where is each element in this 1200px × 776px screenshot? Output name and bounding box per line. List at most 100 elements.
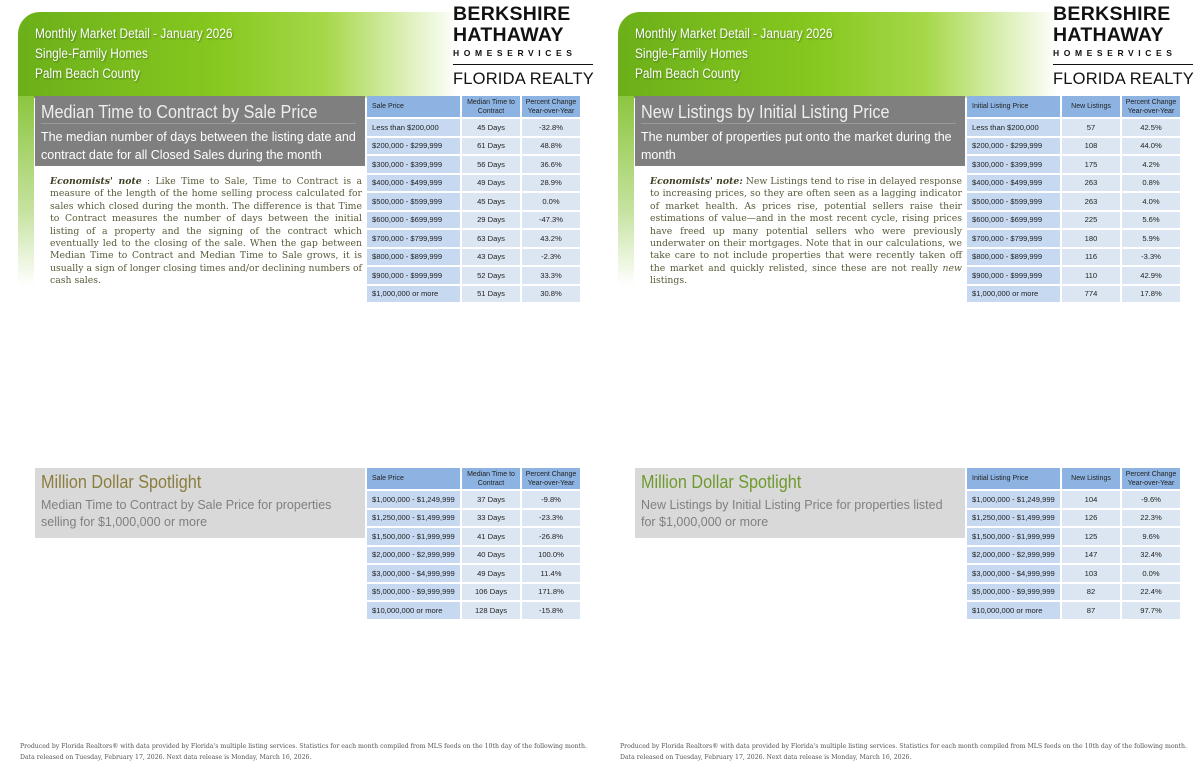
- table-cell: $300,000 - $399,999: [367, 156, 460, 173]
- table-cell: $200,000 - $299,999: [367, 137, 460, 154]
- table-row: $1,250,000 - $1,499,999 126 22.3%: [967, 509, 1180, 526]
- column-header: Median Time to Contract: [462, 96, 520, 117]
- table-cell: 171.8%: [522, 583, 580, 600]
- logo-line: HATHAWAY: [1053, 24, 1164, 46]
- table-row: $1,000,000 - $1,249,999 104 -9.6%: [967, 491, 1180, 508]
- report-title: Monthly Market Detail - January 2026: [35, 26, 233, 41]
- table-cell: $2,000,000 - $2,999,999: [367, 546, 460, 563]
- table-header-row: Sale Price Median Time to Contract Percent…: [367, 96, 580, 117]
- table-cell: $500,000 - $599,999: [367, 193, 460, 210]
- note-lead: Economists' note: [50, 176, 142, 187]
- price-range-table: Sale Price Median Time to Contract Percent…: [365, 94, 582, 304]
- table-cell: 97.7%: [1122, 602, 1180, 619]
- table-cell: 11.4%: [522, 565, 580, 582]
- table-row: $300,000 - $399,999 56 Days 36.6%: [367, 156, 580, 173]
- report-header: Monthly Market Detail - January 2026 Sin…: [635, 24, 832, 84]
- table-cell: 57: [1062, 119, 1120, 136]
- logo-line: FLORIDA REALTY: [1053, 70, 1194, 88]
- logo-line: HATHAWAY: [453, 24, 564, 46]
- column-header: Percent Change Year-over-Year: [1122, 96, 1180, 117]
- table-cell: 43 Days: [462, 248, 520, 265]
- column-header: Initial Listing Price: [967, 468, 1060, 489]
- table-cell: 263: [1062, 193, 1120, 210]
- table-cell: $10,000,000 or more: [967, 602, 1060, 619]
- table-header-row: Initial Listing Price New Listings Percent…: [967, 96, 1180, 117]
- table-cell: $800,000 - $899,999: [367, 248, 460, 265]
- table-row: $900,000 - $999,999 52 Days 33.3%: [367, 267, 580, 284]
- table-cell: 56 Days: [462, 156, 520, 173]
- table-cell: $800,000 - $899,999: [967, 248, 1060, 265]
- logo-line: BERKSHIRE: [453, 3, 571, 25]
- table-cell: 87: [1062, 602, 1120, 619]
- table-cell: 22.4%: [1122, 583, 1180, 600]
- table-row: $800,000 - $899,999 116 -3.3%: [967, 248, 1180, 265]
- table-cell: $400,000 - $499,999: [967, 174, 1060, 191]
- table-cell: 52 Days: [462, 267, 520, 284]
- table-cell: 32.4%: [1122, 546, 1180, 563]
- table-row: $700,000 - $799,999 180 5.9%: [967, 230, 1180, 247]
- section-title: New Listings by Initial Listing Price: [641, 102, 956, 124]
- table-row: $2,000,000 - $2,999,999 147 32.4%: [967, 546, 1180, 563]
- table-cell: 45 Days: [462, 193, 520, 210]
- table-cell: $600,000 - $699,999: [967, 211, 1060, 228]
- table-cell: -9.6%: [1122, 491, 1180, 508]
- table-cell: 108: [1062, 137, 1120, 154]
- column-header: Percent Change Year-over-Year: [522, 96, 580, 117]
- column-header: New Listings: [1062, 468, 1120, 489]
- table-row: $500,000 - $599,999 263 4.0%: [967, 193, 1180, 210]
- table-cell: -47.3%: [522, 211, 580, 228]
- logo-line: HOMESERVICES: [1053, 48, 1177, 58]
- footer-line: Produced by Florida Realtors® with data …: [620, 743, 1187, 750]
- table-cell: 44.0%: [1122, 137, 1180, 154]
- table-cell: 774: [1062, 285, 1120, 302]
- table-cell: $1,250,000 - $1,499,999: [967, 509, 1060, 526]
- table-row: $1,000,000 - $1,249,999 37 Days -9.8%: [367, 491, 580, 508]
- spotlight-bar-chart: [0, 602, 600, 737]
- table-cell: 175: [1062, 156, 1120, 173]
- spotlight-title: Million Dollar Spotlight: [641, 472, 802, 492]
- property-type: Single-Family Homes: [635, 46, 748, 61]
- table-cell: $1,000,000 or more: [967, 285, 1060, 302]
- table-cell: 63 Days: [462, 230, 520, 247]
- table-cell: 0.0%: [1122, 565, 1180, 582]
- table-cell: 49 Days: [462, 174, 520, 191]
- table-cell: $1,250,000 - $1,499,999: [367, 509, 460, 526]
- spotlight-heading: Million Dollar Spotlight New Listings by…: [635, 468, 965, 538]
- table-cell: 147: [1062, 546, 1120, 563]
- table-header-row: Sale Price Median Time to Contract Percent…: [367, 468, 580, 489]
- column-header: Percent Change Year-over-Year: [522, 468, 580, 489]
- table-cell: 40 Days: [462, 546, 520, 563]
- section-subtitle: The median number of days between the li…: [41, 130, 356, 162]
- spotlight-table: Initial Listing Price New Listings Percent…: [965, 466, 1182, 621]
- table-cell: 110: [1062, 267, 1120, 284]
- table-cell: $10,000,000 or more: [367, 602, 460, 619]
- table-row: $1,250,000 - $1,499,999 33 Days -23.3%: [367, 509, 580, 526]
- table-cell: $5,000,000 - $9,999,999: [967, 583, 1060, 600]
- logo-line: BERKSHIRE: [1053, 3, 1171, 25]
- footer-line: Produced by Florida Realtors® with data …: [20, 743, 587, 750]
- table-cell: $700,000 - $799,999: [967, 230, 1060, 247]
- table-cell: 28.9%: [522, 174, 580, 191]
- table-cell: $200,000 - $299,999: [967, 137, 1060, 154]
- table-row: $500,000 - $599,999 45 Days 0.0%: [367, 193, 580, 210]
- section-subtitle: The number of properties put onto the ma…: [641, 130, 952, 162]
- decorative-strip: [618, 96, 634, 286]
- table-cell: $1,000,000 - $1,249,999: [967, 491, 1060, 508]
- table-row: $1,500,000 - $1,999,999 41 Days -26.8%: [367, 528, 580, 545]
- table-cell: 5.9%: [1122, 230, 1180, 247]
- table-row: $5,000,000 - $9,999,999 106 Days 171.8%: [367, 583, 580, 600]
- table-cell: 42.9%: [1122, 267, 1180, 284]
- table-row: $10,000,000 or more 128 Days -15.8%: [367, 602, 580, 619]
- table-cell: 22.3%: [1122, 509, 1180, 526]
- table-cell: 0.8%: [1122, 174, 1180, 191]
- table-cell: 42.5%: [1122, 119, 1180, 136]
- table-cell: 180: [1062, 230, 1120, 247]
- table-cell: $3,000,000 - $4,999,999: [967, 565, 1060, 582]
- bar-chart: [0, 282, 600, 447]
- table-cell: $600,000 - $699,999: [367, 211, 460, 228]
- column-header: Sale Price: [367, 96, 460, 117]
- economists-note: Economists' note : Like Time to Sale, Ti…: [50, 176, 362, 288]
- table-cell: 104: [1062, 491, 1120, 508]
- note-text: : Like Time to Sale, Time to Contract is…: [50, 176, 362, 287]
- report-title: Monthly Market Detail - January 2026: [635, 26, 833, 41]
